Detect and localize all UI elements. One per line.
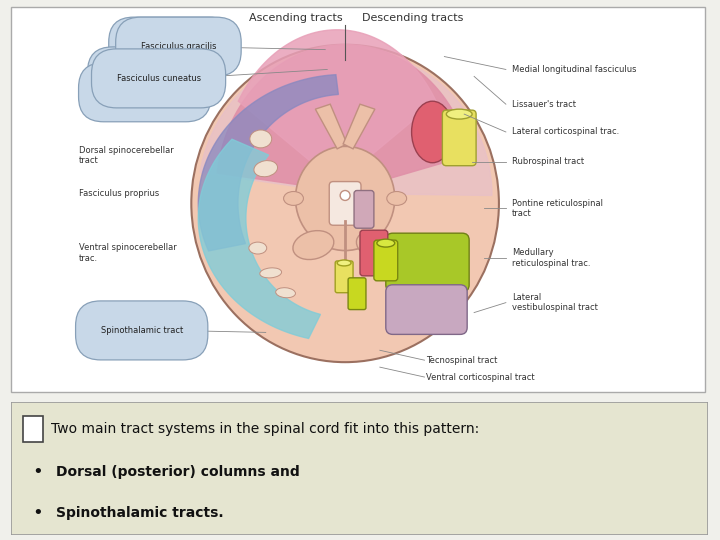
FancyBboxPatch shape — [442, 110, 476, 166]
Ellipse shape — [254, 160, 277, 177]
FancyBboxPatch shape — [386, 285, 467, 334]
Polygon shape — [238, 30, 436, 184]
Polygon shape — [198, 75, 338, 251]
FancyBboxPatch shape — [11, 7, 706, 392]
Text: Dorsal spinocerebellar
tract: Dorsal spinocerebellar tract — [79, 146, 174, 165]
FancyBboxPatch shape — [354, 191, 374, 228]
Text: Descending tracts: Descending tracts — [362, 13, 463, 23]
Ellipse shape — [412, 101, 454, 163]
FancyBboxPatch shape — [23, 416, 43, 442]
Text: Fasciculus gracilis: Fasciculus gracilis — [134, 42, 210, 51]
Text: Lissauer's tract: Lissauer's tract — [512, 100, 576, 109]
Text: Spinothalamic tract: Spinothalamic tract — [104, 88, 186, 97]
Text: Fasciculus gracilis: Fasciculus gracilis — [140, 42, 216, 51]
Text: Two main tract systems in the spinal cord fit into this pattern:: Two main tract systems in the spinal cor… — [51, 422, 480, 436]
Ellipse shape — [387, 192, 407, 205]
Text: •: • — [32, 504, 42, 522]
Ellipse shape — [249, 242, 266, 254]
Polygon shape — [315, 104, 347, 149]
Polygon shape — [343, 104, 375, 149]
Ellipse shape — [276, 288, 295, 298]
Ellipse shape — [192, 45, 499, 362]
Text: Fasciculus cuneatus: Fasciculus cuneatus — [117, 74, 201, 83]
Text: Fasciculus proprius: Fasciculus proprius — [79, 189, 159, 198]
Text: Ventral corticospinal tract: Ventral corticospinal tract — [426, 373, 535, 382]
Text: Lateral
vestibulospinal tract: Lateral vestibulospinal tract — [512, 293, 598, 312]
Circle shape — [340, 191, 350, 200]
Polygon shape — [198, 139, 320, 339]
Ellipse shape — [260, 268, 282, 278]
Ellipse shape — [356, 231, 397, 260]
FancyBboxPatch shape — [11, 402, 708, 535]
Text: •: • — [32, 463, 42, 482]
Text: Pontine reticulospinal
tract: Pontine reticulospinal tract — [512, 199, 603, 218]
FancyBboxPatch shape — [348, 278, 366, 309]
Ellipse shape — [284, 192, 303, 205]
FancyBboxPatch shape — [374, 240, 397, 281]
Text: Spinothalamic tract: Spinothalamic tract — [101, 326, 183, 335]
Text: Dorsal (posterior) columns and: Dorsal (posterior) columns and — [56, 465, 300, 480]
Text: Rubrospinal tract: Rubrospinal tract — [512, 157, 584, 166]
FancyBboxPatch shape — [329, 181, 361, 225]
Text: Medullary
reticulospinal trac.: Medullary reticulospinal trac. — [512, 248, 590, 268]
Text: Spinothalamic tracts.: Spinothalamic tracts. — [56, 507, 224, 521]
Ellipse shape — [337, 260, 351, 266]
Ellipse shape — [295, 146, 395, 251]
Polygon shape — [200, 49, 492, 195]
Ellipse shape — [293, 231, 334, 260]
Polygon shape — [217, 45, 470, 192]
Text: Ventral spinocerebellar
trac.: Ventral spinocerebellar trac. — [79, 244, 177, 263]
Ellipse shape — [446, 109, 472, 119]
Ellipse shape — [250, 130, 271, 148]
Text: Fasciculus cuneatus: Fasciculus cuneatus — [112, 72, 197, 81]
Text: Tecnospinal tract: Tecnospinal tract — [426, 356, 498, 364]
Ellipse shape — [377, 239, 395, 247]
FancyBboxPatch shape — [336, 261, 353, 293]
Text: Ascending tracts: Ascending tracts — [248, 13, 342, 23]
FancyBboxPatch shape — [386, 233, 469, 292]
Text: Medial longitudinal fasciculus: Medial longitudinal fasciculus — [512, 65, 636, 74]
Text: Lateral corticospinal trac.: Lateral corticospinal trac. — [512, 127, 619, 137]
FancyBboxPatch shape — [360, 230, 388, 276]
